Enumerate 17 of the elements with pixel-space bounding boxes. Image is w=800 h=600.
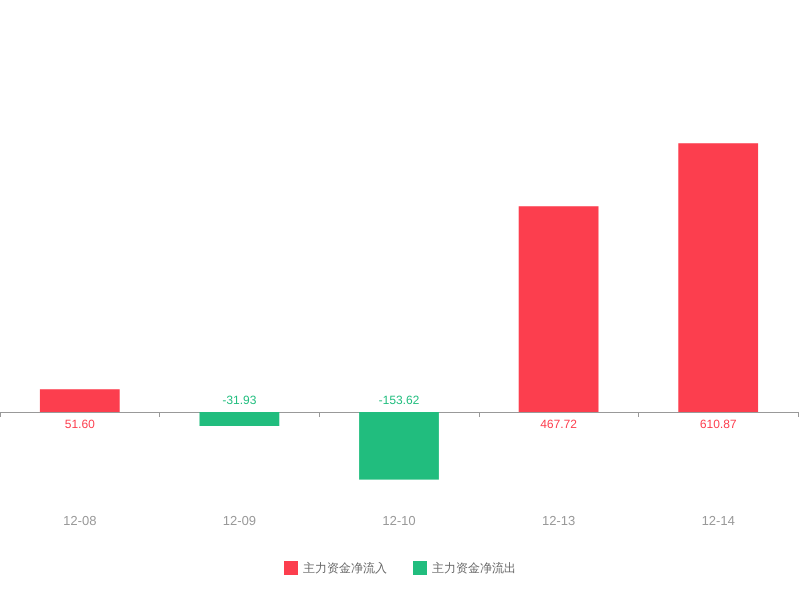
bar [200, 412, 280, 426]
data-label: 610.87 [700, 417, 737, 431]
bar [359, 412, 439, 480]
x-tick-label: 12-09 [222, 513, 256, 528]
legend-label: 主力资金净流入 [303, 561, 387, 575]
data-label: -31.93 [222, 393, 257, 407]
bar [40, 389, 120, 412]
data-label: 467.72 [540, 417, 578, 431]
bar [518, 206, 598, 412]
x-tick-label: 12-14 [702, 513, 735, 528]
x-tick-label: 12-10 [382, 513, 416, 528]
x-tick-label: 12-13 [542, 513, 576, 528]
data-label: -153.62 [378, 393, 420, 407]
legend-label: 主力资金净流出 [432, 561, 516, 575]
data-label: 51.60 [64, 417, 96, 431]
x-tick-label: 12-08 [63, 513, 96, 528]
bar [678, 143, 758, 412]
